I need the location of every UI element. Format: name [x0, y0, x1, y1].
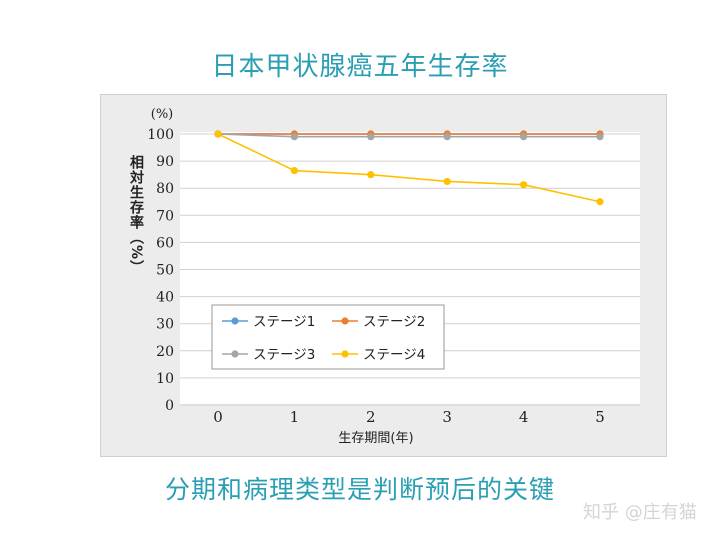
line-chart: 0 10 20 30 40 50 60 70 80 90 100 0 1 2 3 4 5 (%) 生存期間(年…	[128, 107, 640, 446]
data-point	[214, 130, 222, 138]
y-tick-label: 10	[156, 371, 174, 387]
data-point	[367, 171, 375, 179]
data-point	[520, 133, 528, 141]
y-axis-ticks: 0 10 20 30 40 50 60 70 80 90 100	[147, 127, 174, 414]
y-tick-label: 50	[156, 263, 174, 279]
legend-label: ステージ1	[253, 314, 315, 330]
data-point	[367, 133, 375, 141]
data-point	[290, 166, 298, 175]
y-tick-label: 0	[165, 398, 174, 414]
y-axis-unit: (%)	[151, 107, 174, 122]
x-axis-label: 生存期間(年)	[338, 431, 413, 446]
y-tick-label: 80	[156, 181, 174, 197]
legend-marker	[341, 350, 349, 358]
legend-label: ステージ4	[363, 347, 425, 363]
watermark: 知乎 @庄有猫	[583, 502, 697, 523]
y-axis-label: 相対生存率（%）	[128, 154, 145, 275]
legend-marker	[231, 350, 239, 358]
x-axis-ticks: 0 1 2 3 4 5	[213, 408, 605, 426]
data-point	[596, 133, 604, 141]
legend-label: ステージ3	[253, 347, 315, 363]
legend-label: ステージ2	[363, 314, 425, 330]
data-point	[443, 133, 451, 141]
x-tick-label: 5	[595, 408, 605, 426]
x-tick-label: 3	[442, 408, 452, 426]
legend-box	[211, 304, 445, 370]
legend-marker	[231, 317, 239, 325]
y-tick-label: 70	[156, 208, 174, 224]
data-point	[520, 181, 528, 189]
y-tick-label: 60	[156, 235, 174, 251]
series-line	[217, 133, 600, 138]
series-line	[217, 133, 601, 203]
data-point	[290, 133, 298, 141]
page-title: 日本甲状腺癌五年生存率	[211, 52, 509, 82]
x-tick-label: 4	[519, 408, 529, 426]
x-tick-label: 1	[290, 408, 300, 426]
data-point	[443, 177, 451, 186]
x-tick-label: 2	[366, 408, 376, 426]
y-tick-label: 40	[156, 290, 174, 306]
y-tick-label: 30	[156, 317, 174, 333]
y-tick-label: 20	[156, 344, 174, 360]
x-tick-label: 0	[213, 408, 223, 426]
legend-marker	[341, 317, 349, 325]
data-point	[596, 198, 604, 206]
y-tick-label: 100	[147, 127, 174, 143]
caption: 分期和病理类型是判断预后的关键	[164, 475, 555, 504]
series-lines	[214, 130, 604, 206]
y-tick-label: 90	[156, 154, 174, 170]
legend: ステージ1 ステージ2 ステージ3 ステージ4	[211, 304, 445, 370]
